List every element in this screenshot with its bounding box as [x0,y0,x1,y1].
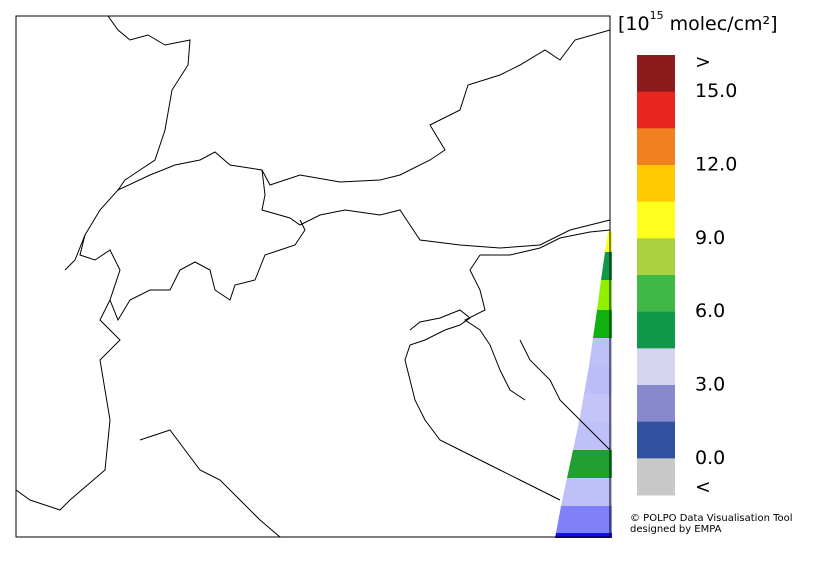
swath [555,232,612,538]
color-swatch [637,348,675,386]
unit-label: [1015 molec/cm²] [618,9,778,35]
map [15,15,612,538]
color-swatch [637,201,675,239]
colorbar-label: > [695,51,711,73]
colorbar-label: 0.0 [695,447,725,469]
borders [15,15,611,538]
colorbar-label: 6.0 [695,300,725,322]
color-swatch [637,311,675,349]
colorbar-labels: >15.0 12.0 9.0 6.0 3.0 0.0 < [695,51,737,498]
color-swatch [637,385,675,423]
color-swatch [637,238,675,276]
color-swatch [637,128,675,166]
map-frame [15,15,611,538]
credit: © POLPO Data Visualisation Tool [630,513,793,524]
credit: designed by EMPA [630,524,722,535]
colorbar-label: 3.0 [695,374,725,396]
color-swatch [637,275,675,313]
color-swatch [637,55,675,93]
color-swatch [637,421,675,459]
colorbar-label: 9.0 [695,227,725,249]
color-swatch [637,91,675,129]
color-swatch [637,458,675,496]
colorbar-label: < [695,476,711,498]
color-swatch [637,165,675,203]
colorbar-label: 12.0 [695,154,737,176]
colorbar [637,55,675,496]
colorbar-label: 15.0 [695,80,737,102]
